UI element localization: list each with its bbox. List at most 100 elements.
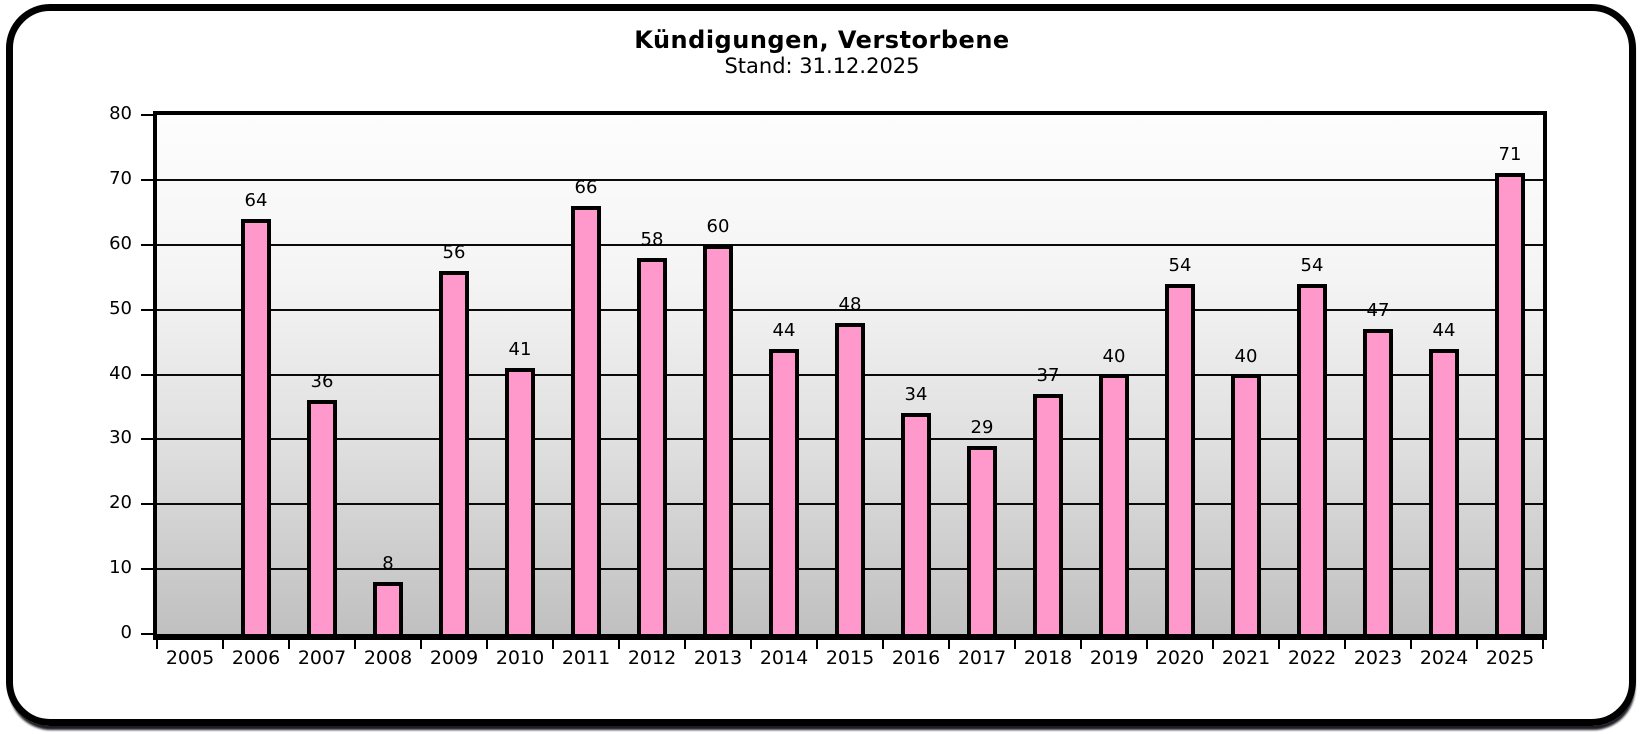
bar-2010	[505, 368, 535, 634]
y-axis-label: 50	[109, 297, 132, 319]
bar-2012	[637, 258, 667, 634]
bar-2017	[967, 446, 997, 634]
x-axis-label: 2023	[1353, 647, 1403, 669]
y-axis-tick	[141, 114, 153, 116]
x-axis-label: 2008	[363, 647, 413, 669]
chart-title: Kündigungen, Verstorbene	[634, 26, 1010, 54]
y-axis-tick	[141, 438, 153, 441]
x-axis-label: 2010	[495, 647, 545, 669]
bar-value-label: 56	[442, 241, 466, 263]
x-axis-label: 2011	[561, 647, 611, 669]
bar-value-label: 48	[838, 293, 862, 315]
gridline-50	[157, 308, 1543, 311]
x-axis-label: 2009	[429, 647, 479, 669]
bar-value-label: 58	[640, 228, 664, 250]
bar-2018	[1033, 394, 1063, 634]
bar-2020	[1165, 284, 1195, 634]
x-axis-label: 2020	[1155, 647, 1205, 669]
y-axis-label: 10	[109, 557, 132, 579]
y-axis-label: 0	[120, 622, 132, 643]
bar-2015	[835, 323, 865, 634]
chart-subtitle: Stand: 31.12.2025	[724, 54, 920, 78]
bar-2008	[373, 582, 403, 634]
x-axis-tick	[222, 640, 224, 649]
x-axis-tick	[618, 640, 620, 649]
bar-2009	[439, 271, 469, 634]
gridline-70	[157, 178, 1543, 181]
x-axis-tick	[948, 640, 950, 649]
bar-2019	[1099, 374, 1129, 634]
x-axis-label: 2007	[297, 647, 347, 669]
bar-2016	[901, 413, 931, 634]
x-axis-label: 2018	[1023, 647, 1073, 669]
x-axis-label: 2013	[693, 647, 743, 669]
bar-2022	[1297, 284, 1327, 634]
x-axis-label: 2019	[1089, 647, 1139, 669]
x-axis-tick	[816, 640, 818, 649]
x-axis-label: 2022	[1287, 647, 1337, 669]
x-axis-label: 2017	[957, 647, 1007, 669]
bar-value-label: 34	[904, 384, 928, 406]
bar-2011	[571, 206, 601, 634]
x-axis-label: 2016	[891, 647, 941, 669]
bar-2023	[1363, 329, 1393, 634]
x-axis-tick	[1542, 640, 1544, 649]
bar-2013	[703, 245, 733, 634]
bar-value-label: 64	[244, 189, 268, 211]
plot-inner: 64 36 8 56 41 66 58 60 44 48 34 29 37 40 54 40 54 47 44 71	[157, 115, 1543, 634]
y-axis-tick	[141, 503, 153, 506]
x-axis-label: 2006	[231, 647, 281, 669]
bar-value-label: 36	[310, 371, 334, 393]
x-axis-tick	[684, 640, 686, 649]
y-axis-label: 30	[109, 427, 132, 449]
x-axis-tick	[1278, 640, 1280, 649]
bar-value-label: 44	[772, 319, 796, 341]
y-axis-tick	[141, 178, 153, 181]
bar-value-label: 41	[508, 339, 532, 360]
window-rounded-frame	[6, 4, 1636, 726]
y-axis-tick	[141, 308, 153, 311]
x-axis-tick	[354, 640, 356, 649]
bar-value-label: 60	[706, 215, 730, 237]
x-axis-tick	[486, 640, 488, 649]
y-axis-label: 70	[109, 167, 132, 189]
bar-2006	[241, 219, 271, 634]
bar-value-label: 54	[1300, 254, 1324, 276]
bar-value-label: 44	[1432, 319, 1456, 341]
bar-value-label: 47	[1366, 300, 1390, 322]
y-axis-label: 60	[109, 232, 132, 254]
x-axis-tick	[1476, 640, 1478, 649]
x-axis-label: 2024	[1419, 647, 1469, 669]
bar-2024	[1429, 349, 1459, 634]
bar-value-label: 40	[1234, 345, 1258, 367]
x-axis-label: 2012	[627, 647, 677, 669]
x-axis-label: 2014	[759, 647, 809, 669]
x-axis-tick	[750, 640, 752, 649]
gridline-60	[157, 243, 1543, 246]
x-axis-tick	[1146, 640, 1148, 649]
x-axis-tick	[420, 640, 422, 649]
bar-2021	[1231, 374, 1261, 634]
bar-value-label: 66	[574, 176, 598, 198]
x-axis-tick	[882, 640, 884, 649]
bar-value-label: 54	[1168, 254, 1192, 276]
x-axis-tick	[552, 640, 554, 649]
x-axis-tick	[288, 640, 290, 649]
bar-2025	[1495, 173, 1525, 634]
x-axis-tick	[1344, 640, 1346, 649]
bar-value-label: 37	[1036, 364, 1060, 386]
x-axis-tick	[1212, 640, 1214, 649]
y-axis-tick	[141, 243, 153, 246]
x-axis-tick	[156, 640, 158, 649]
y-axis-tick	[141, 373, 153, 376]
x-axis-label: 2005	[165, 647, 215, 669]
y-axis-label: 40	[109, 362, 132, 384]
x-axis-tick	[1014, 640, 1016, 649]
x-axis-label: 2021	[1221, 647, 1271, 669]
y-axis-tick	[141, 568, 153, 571]
x-axis-label: 2025	[1485, 647, 1535, 669]
bar-value-label: 40	[1102, 345, 1126, 367]
bar-value-label: 71	[1498, 144, 1522, 166]
bar-2007	[307, 400, 337, 634]
